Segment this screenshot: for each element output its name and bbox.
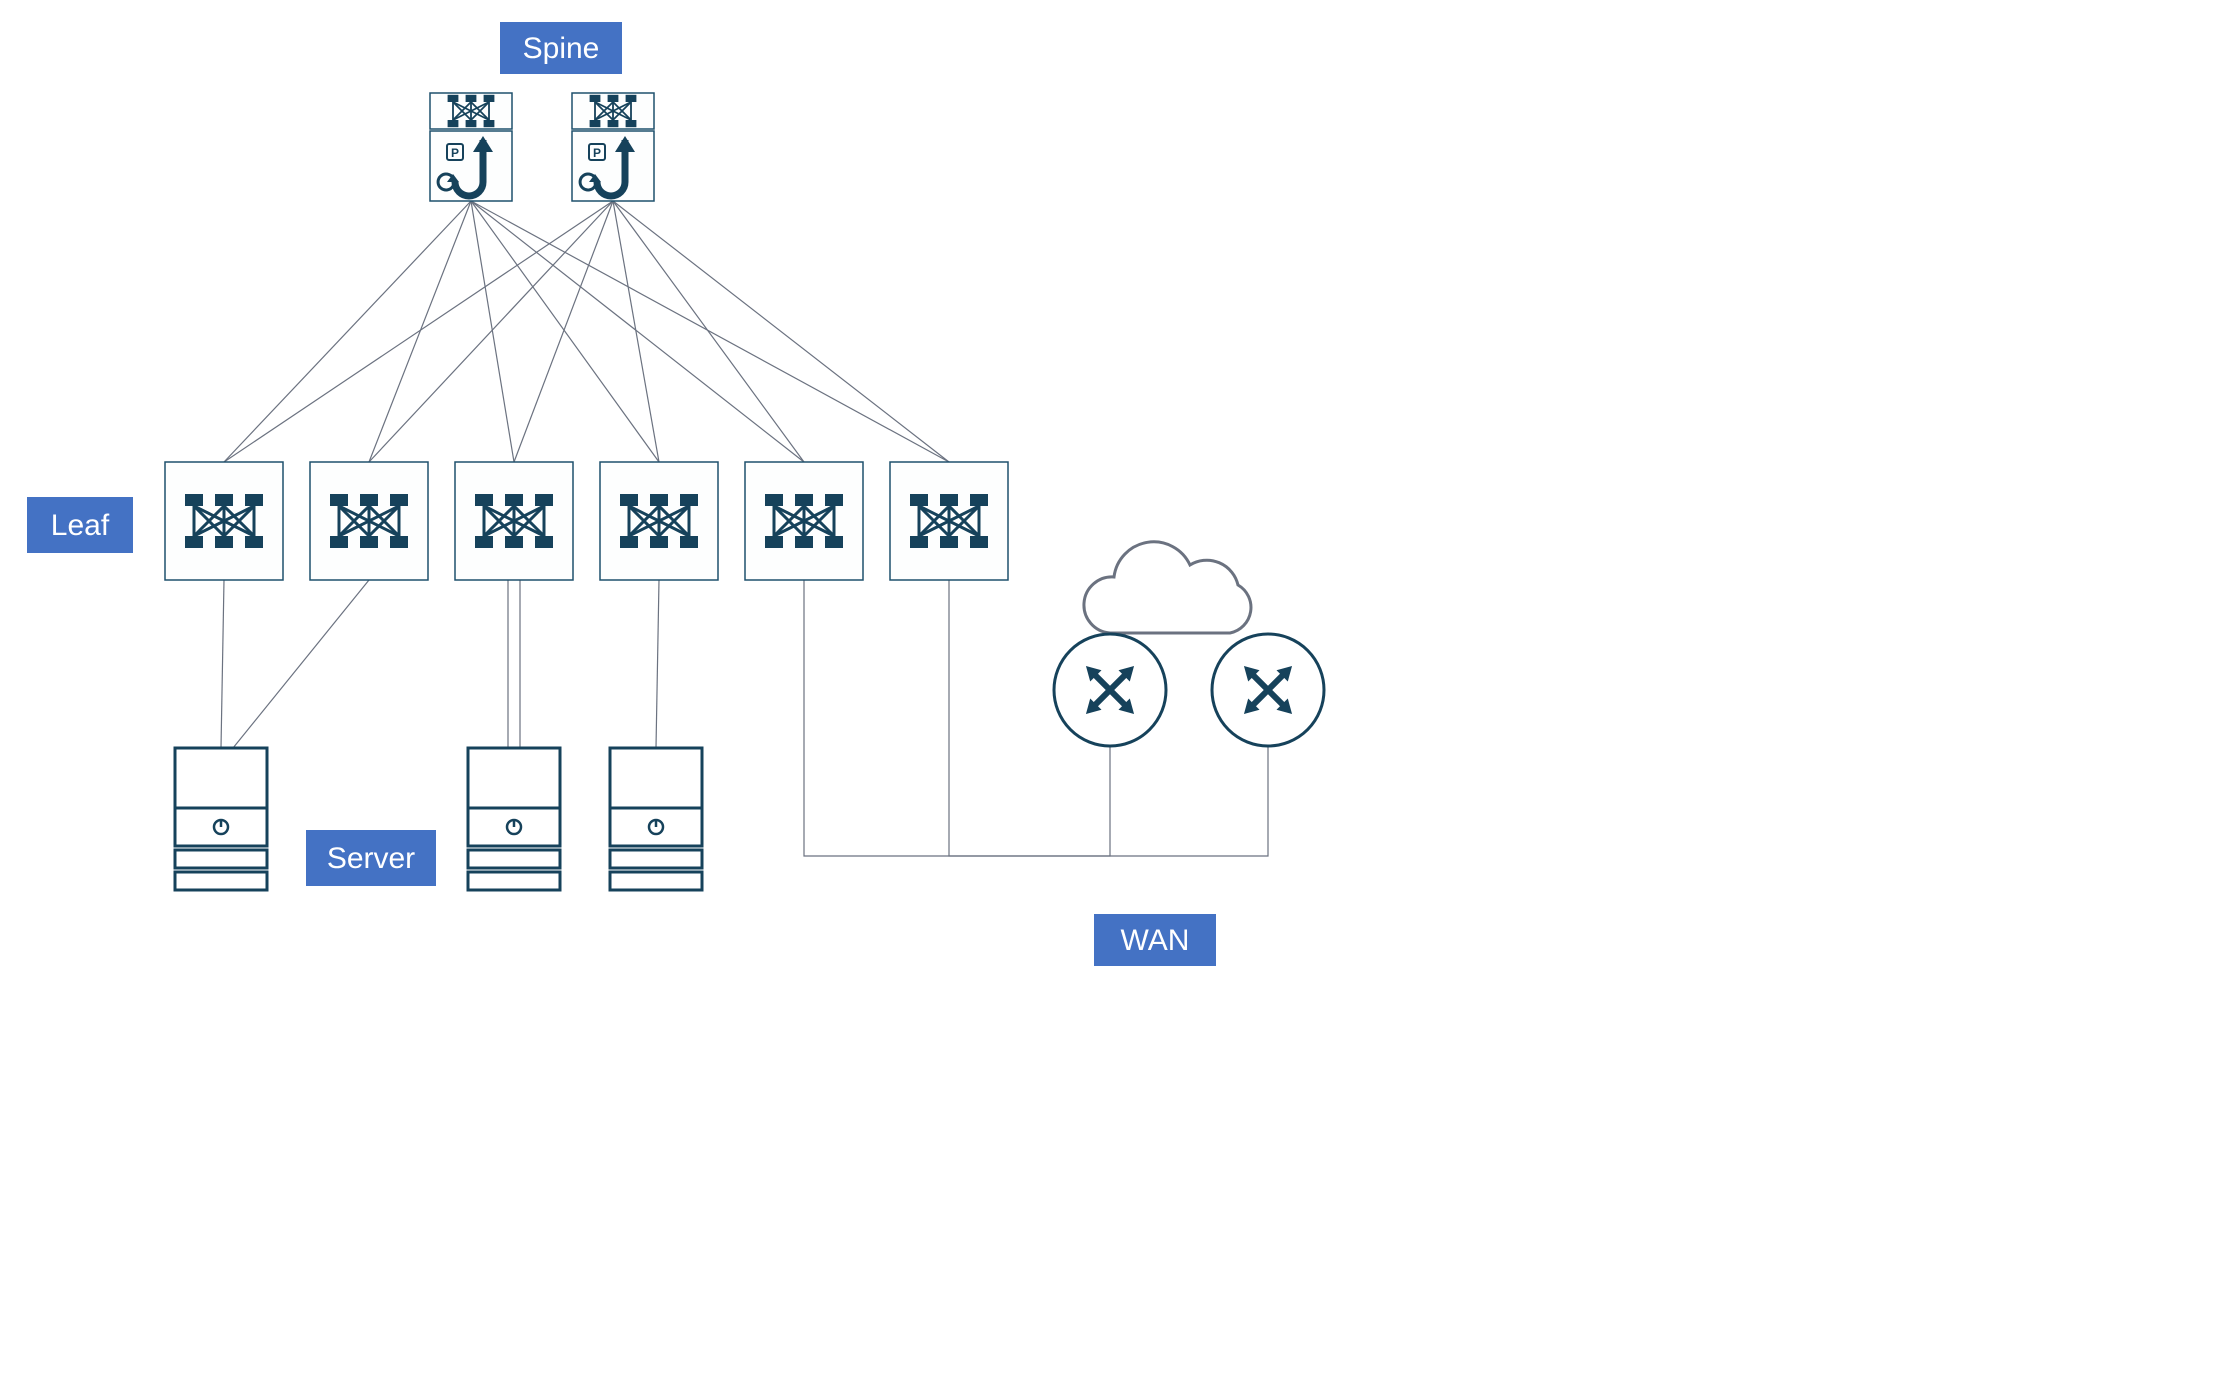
server-label: Server <box>306 830 436 886</box>
leaf2 <box>310 462 428 580</box>
leaf1 <box>165 462 283 580</box>
edge-spine1-leaf6 <box>471 201 949 462</box>
leaf6 <box>890 462 1008 580</box>
nodes-layer <box>165 93 1324 890</box>
edge-spine1-leaf3 <box>471 201 514 462</box>
server2 <box>468 748 560 890</box>
leaf5 <box>745 462 863 580</box>
leaf-label: Leaf <box>27 497 133 553</box>
spine1 <box>430 93 512 201</box>
edge-leaf1-server1 <box>221 580 224 748</box>
edge-spine2-leaf2 <box>369 201 613 462</box>
edge-spine2-leaf6 <box>613 201 949 462</box>
server3 <box>610 748 702 890</box>
wan-label-text: WAN <box>1121 924 1190 957</box>
leaf3 <box>455 462 573 580</box>
leaf-label-text: Leaf <box>51 509 110 542</box>
edge-spine1-leaf5 <box>471 201 804 462</box>
cloud-icon <box>1084 542 1251 633</box>
edge-spine1-leaf4 <box>471 201 659 462</box>
leaf4 <box>600 462 718 580</box>
edge-spine2-leaf1 <box>224 201 613 462</box>
spine-label: Spine <box>500 22 622 74</box>
spine2 <box>572 93 654 201</box>
wan-label: WAN <box>1094 914 1216 966</box>
spine-label-text: Spine <box>523 32 600 65</box>
edge-spine2-leaf5 <box>613 201 804 462</box>
edge-spine1-leaf1 <box>224 201 471 462</box>
cloud <box>1084 542 1251 633</box>
edge-spine2-leaf4 <box>613 201 659 462</box>
edge-leaf2-server1 <box>233 580 369 748</box>
router1 <box>1054 634 1166 746</box>
router2 <box>1212 634 1324 746</box>
edge-spine1-leaf2 <box>369 201 471 462</box>
network-diagram: P SpineLeafServerWAN <box>0 0 1482 980</box>
edge-spine2-leaf3 <box>514 201 613 462</box>
server1 <box>175 748 267 890</box>
edge-leaf4-server3 <box>656 580 659 748</box>
server-label-text: Server <box>327 842 415 875</box>
